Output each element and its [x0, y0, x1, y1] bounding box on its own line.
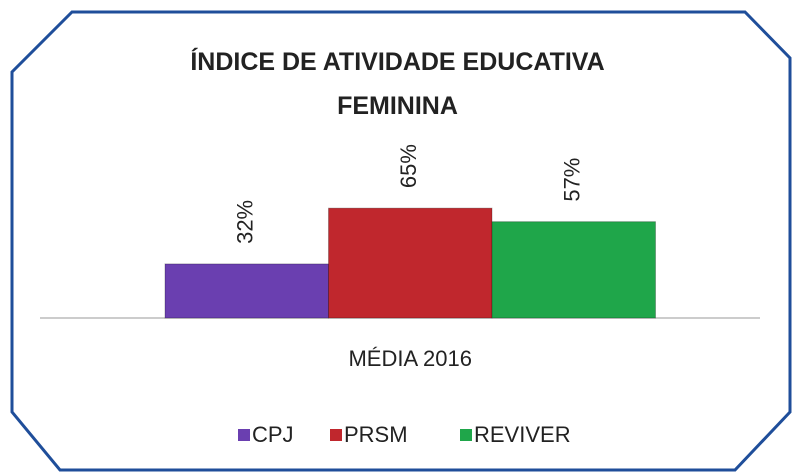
value-label: 32% — [233, 200, 258, 244]
bar — [164, 263, 329, 319]
value-label: 57% — [560, 158, 585, 202]
legend-label: REVIVER — [474, 422, 571, 447]
bar — [328, 207, 493, 319]
legend-swatch — [330, 429, 342, 441]
legend-swatch — [238, 429, 250, 441]
legend-label: PRSM — [344, 422, 408, 447]
value-label: 65% — [396, 144, 421, 188]
legend-swatch — [460, 429, 472, 441]
x-tick-label: MÉDIA 2016 — [348, 346, 472, 371]
legend-label: CPJ — [252, 422, 294, 447]
chart-title: ÍNDICE DE ATIVIDADE EDUCATIVA FEMININA — [190, 48, 605, 120]
bar — [491, 221, 656, 319]
